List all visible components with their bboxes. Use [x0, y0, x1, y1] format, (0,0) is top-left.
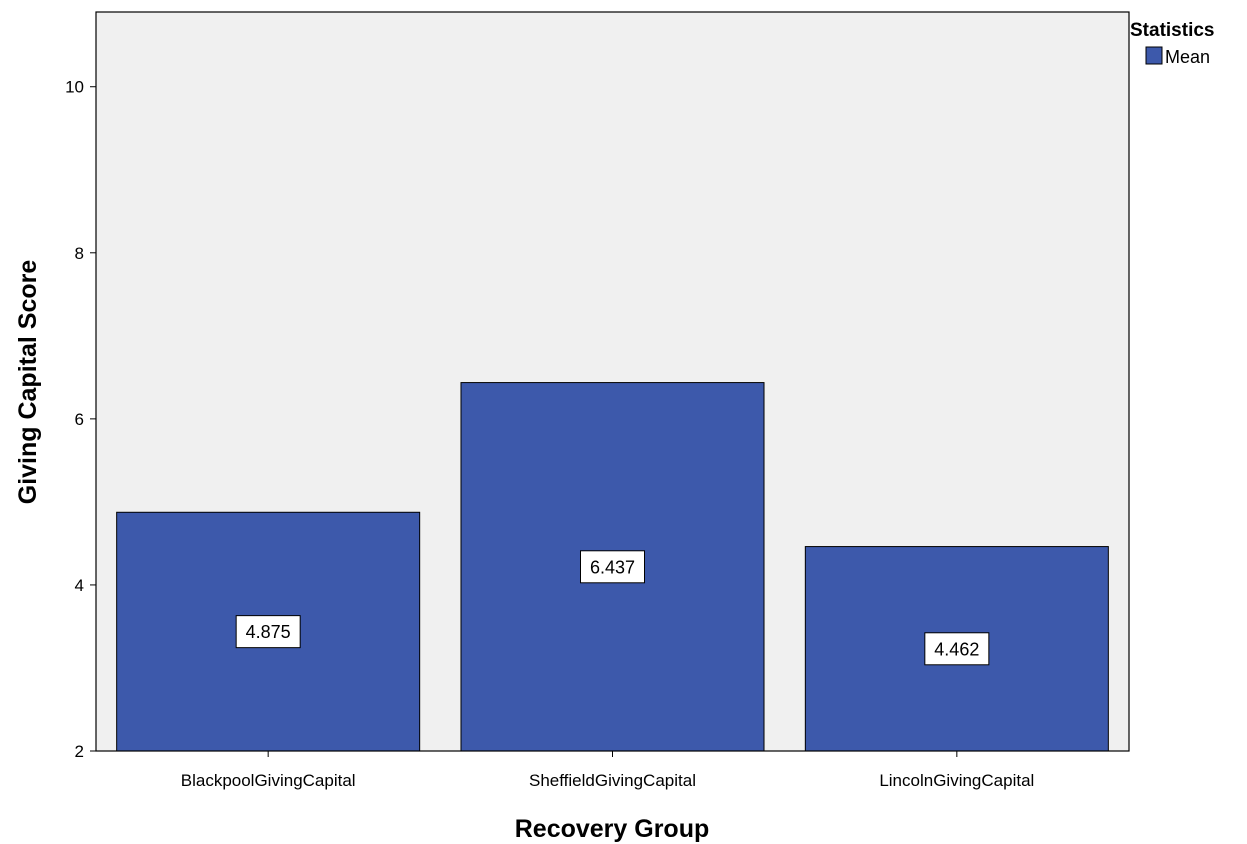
data-label-0: 4.875: [235, 615, 301, 649]
x-tick-label-1: SheffieldGivingCapital: [529, 771, 696, 790]
x-axis: BlackpoolGivingCapital SheffieldGivingCap…: [181, 751, 1034, 790]
data-label-text: 4.462: [934, 639, 979, 659]
data-label-box: [580, 550, 645, 584]
y-tick-label-4: 10: [65, 78, 84, 97]
data-labels: 4.875 6.437 4.462: [235, 550, 990, 666]
y-axis: 2 4 6 8 10: [65, 78, 96, 761]
legend-title: Statistics: [1130, 20, 1214, 41]
data-label-box: [924, 632, 990, 666]
x-tick-label-2: LincolnGivingCapital: [879, 771, 1034, 790]
data-label-box: [235, 615, 301, 649]
y-tick-label-3: 8: [75, 244, 84, 263]
legend-label-mean: Mean: [1165, 47, 1210, 67]
x-axis-title: Recovery Group: [515, 815, 710, 843]
y-tick-label-1: 4: [75, 576, 84, 595]
data-label-1: 6.437: [580, 550, 645, 584]
y-axis-title: Giving Capital Score: [14, 260, 42, 505]
y-tick-label-2: 6: [75, 410, 84, 429]
data-label-text: 4.875: [246, 622, 291, 642]
data-label-2: 4.462: [924, 632, 990, 666]
data-label-text: 6.437: [590, 557, 635, 577]
x-tick-label-0: BlackpoolGivingCapital: [181, 771, 356, 790]
y-tick-label-0: 2: [75, 742, 84, 761]
legend-swatch-mean: [1145, 46, 1163, 65]
legend: Statistics Mean: [1130, 20, 1214, 67]
